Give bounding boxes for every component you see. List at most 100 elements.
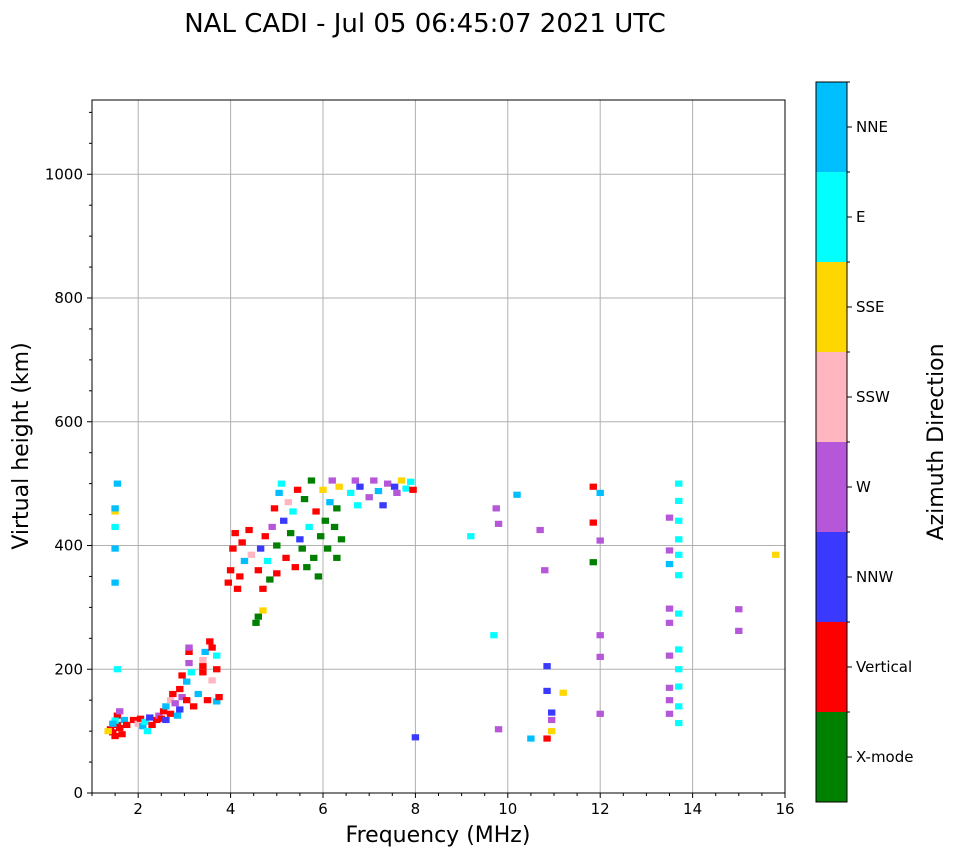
echo-mark xyxy=(178,672,186,679)
echo-mark xyxy=(547,716,556,724)
echo-mark xyxy=(596,489,604,496)
echo-mark xyxy=(390,483,399,490)
colorbar-swatch xyxy=(816,442,847,532)
colorbar-swatch xyxy=(816,532,847,622)
echo-mark xyxy=(589,483,597,490)
echo-mark xyxy=(224,579,232,586)
echo-mark xyxy=(268,523,276,531)
echo-mark xyxy=(247,551,256,558)
echo-mark xyxy=(675,517,683,524)
echo-mark xyxy=(289,508,297,515)
echo-mark xyxy=(183,697,191,704)
echo-mark xyxy=(665,514,674,521)
echo-mark xyxy=(347,489,355,496)
echo-mark xyxy=(675,536,683,543)
echo-mark xyxy=(407,478,415,485)
echo-mark xyxy=(148,721,156,729)
echo-mark xyxy=(513,491,521,498)
echo-mark xyxy=(261,533,269,540)
echo-mark xyxy=(213,666,221,673)
colorbar-label: Azimuth Direction xyxy=(924,343,949,540)
echo-mark xyxy=(365,494,373,501)
echo-mark xyxy=(113,712,122,719)
echo-mark xyxy=(263,557,272,565)
echo-mark xyxy=(675,666,683,673)
echo-mark xyxy=(337,536,346,543)
echo-mark xyxy=(296,536,304,543)
echo-mark xyxy=(665,547,674,554)
echo-mark xyxy=(492,505,500,512)
echo-mark xyxy=(559,689,567,696)
colorbar-tick-label: W xyxy=(856,478,871,496)
echo-mark xyxy=(199,669,207,676)
echo-mark xyxy=(273,570,281,577)
echo-mark xyxy=(402,485,410,492)
echo-mark xyxy=(675,610,683,617)
echo-mark xyxy=(333,554,341,561)
echo-mark xyxy=(233,585,242,592)
echo-mark xyxy=(122,721,131,729)
echo-mark xyxy=(675,551,683,558)
echo-mark xyxy=(547,709,556,716)
echo-mark xyxy=(185,644,193,651)
echo-mark xyxy=(266,576,274,583)
echo-mark xyxy=(166,697,175,704)
echo-mark xyxy=(298,545,306,552)
echo-mark xyxy=(252,619,260,626)
echo-mark xyxy=(226,567,235,574)
echo-mark xyxy=(171,700,179,707)
echo-mark xyxy=(312,508,320,515)
echo-mark xyxy=(238,539,246,546)
echo-mark xyxy=(185,648,193,656)
echo-mark xyxy=(383,480,392,487)
y-tick-label: 600 xyxy=(54,413,83,431)
echo-mark xyxy=(284,499,293,506)
chart-title: NAL CADI - Jul 05 06:45:07 2021 UTC xyxy=(184,9,666,39)
echo-mark xyxy=(675,646,683,653)
echo-mark xyxy=(183,678,191,685)
echo-mark xyxy=(162,716,170,724)
echo-mark xyxy=(321,517,330,524)
echo-mark xyxy=(393,489,401,496)
echo-mark xyxy=(113,480,122,487)
echo-mark xyxy=(665,652,674,659)
echo-mark xyxy=(589,519,597,526)
echo-mark xyxy=(675,572,683,579)
echo-mark xyxy=(280,517,288,524)
colorbar: X-mode Vertical NNW W SSW SSE E NNE xyxy=(815,81,913,803)
y-tick-label: 400 xyxy=(54,537,83,555)
echo-mark xyxy=(208,644,216,651)
echo-mark xyxy=(665,605,674,612)
colorbar-tick-label: X-mode xyxy=(856,748,913,766)
echo-mark xyxy=(316,533,325,540)
echo-mark xyxy=(141,718,149,725)
echo-mark xyxy=(240,557,249,565)
echo-mark xyxy=(116,708,124,715)
x-axis-label: Frequency (MHz) xyxy=(346,823,531,848)
echo-mark xyxy=(116,724,124,732)
x-tick-label: 16 xyxy=(775,800,794,818)
echo-mark xyxy=(665,684,674,691)
echo-mark xyxy=(146,714,154,721)
echo-mark xyxy=(323,545,332,552)
echo-mark xyxy=(254,567,263,574)
echo-mark xyxy=(143,728,152,735)
echo-mark xyxy=(111,505,119,512)
echo-mark xyxy=(206,638,214,645)
y-tick-label: 200 xyxy=(54,660,83,678)
echo-mark xyxy=(159,708,168,715)
echo-mark xyxy=(596,632,604,639)
colorbar-swatch xyxy=(816,712,847,802)
echo-mark xyxy=(303,564,311,571)
echo-mark xyxy=(735,606,743,613)
colorbar-swatch xyxy=(816,352,847,442)
echo-mark xyxy=(270,505,279,512)
echo-mark xyxy=(118,731,126,738)
grid-layer xyxy=(92,100,786,794)
colorbar-tick-label: SSE xyxy=(856,298,885,316)
echo-mark xyxy=(104,728,112,735)
echo-mark xyxy=(256,545,265,552)
echo-mark xyxy=(494,726,503,733)
echo-mark xyxy=(467,533,475,540)
echo-mark xyxy=(675,719,683,727)
